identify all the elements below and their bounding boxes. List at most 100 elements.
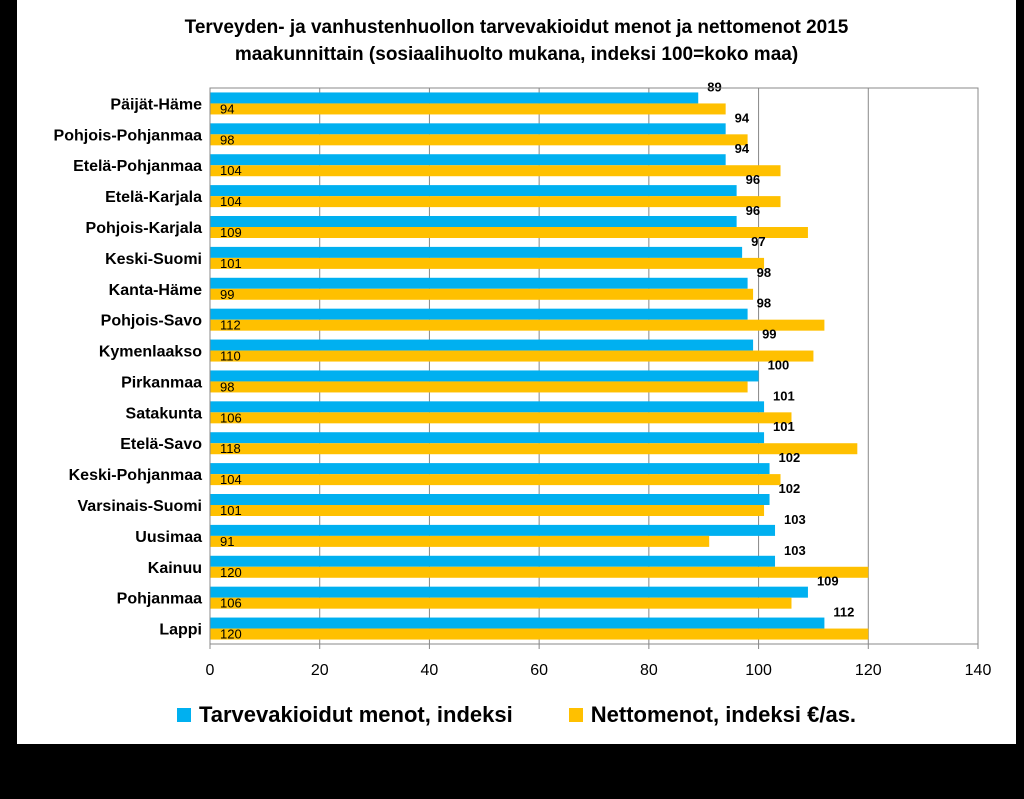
legend: Tarvevakioidut menot, indeksi Nettomenot… [17, 697, 1016, 733]
category-label: Pohjois-Savo [101, 313, 203, 330]
bar-series-1 [210, 370, 759, 382]
data-label-series-1: 102 [779, 450, 801, 465]
data-label-series-1: 98 [757, 296, 771, 311]
data-label-series-1: 94 [735, 110, 750, 125]
bar-series-1 [210, 432, 765, 444]
bar-series-2 [210, 319, 825, 331]
category-label: Pohjanmaa [117, 591, 202, 608]
chart-title-line-2: maakunnittain (sosiaalihuolto mukana, in… [234, 44, 799, 65]
category-label: Päijät-Häme [110, 96, 202, 113]
data-label-series-2: 104 [220, 163, 242, 178]
category-label: Pohjois-Pohjanmaa [54, 127, 203, 144]
data-label-series-1: 99 [762, 327, 776, 342]
data-label-series-1: 96 [746, 172, 760, 187]
bar-series-1 [210, 277, 748, 289]
gridlines [319, 88, 869, 644]
bar-series-2 [210, 350, 814, 362]
x-tick-label: 100 [745, 662, 772, 679]
category-label: Varsinais-Suomi [78, 498, 203, 515]
chart-title-line-1: Terveyden- ja vanhustenhuollon tarvevaki… [184, 17, 849, 38]
legend-item-series-2: Nettomenot, indeksi €/as. [568, 702, 857, 728]
data-label-series-2: 101 [220, 503, 242, 518]
data-label-series-1: 89 [707, 79, 721, 94]
category-label: Satakunta [126, 405, 203, 422]
bar-series-2 [210, 443, 858, 455]
data-label-series-1: 98 [757, 265, 771, 280]
category-label: Kanta-Häme [109, 282, 202, 299]
category-label: Keski-Suomi [105, 251, 202, 268]
value-labels: 89 94 94 98 94 104 96 104 96 109 97 101 98 99 98 112 99 1… [220, 79, 854, 641]
category-label: Uusimaa [135, 529, 202, 546]
data-label-series-1: 103 [784, 543, 806, 558]
data-label-series-2: 99 [220, 287, 234, 302]
category-label: Keski-Pohjanmaa [69, 467, 202, 484]
bar-series-1 [210, 463, 770, 475]
data-label-series-2: 91 [220, 534, 234, 549]
bars [210, 92, 869, 640]
data-label-series-2: 94 [220, 101, 234, 116]
bar-series-1 [210, 586, 808, 598]
bar-series-2 [210, 103, 726, 115]
chart-panel: Terveyden- ja vanhustenhuollon tarvevaki… [17, 0, 1016, 744]
data-label-series-2: 120 [220, 565, 242, 580]
legend-label-series-2: Nettomenot, indeksi €/as. [590, 702, 857, 727]
legend-swatch-series-2 [568, 708, 583, 722]
data-label-series-2: 118 [220, 441, 241, 456]
bar-series-2 [210, 257, 765, 269]
bar-chart: 89 94 94 98 94 104 96 104 96 109 97 101 98 99 98 112 99 1… [54, 79, 992, 679]
data-label-series-1: 109 [817, 574, 839, 589]
data-label-series-2: 106 [220, 596, 242, 611]
x-tick-label: 140 [965, 662, 992, 679]
x-axis-ticks: 0 20 40 60 80 100 120 140 [206, 644, 992, 679]
x-tick-label: 20 [311, 662, 329, 679]
data-label-series-1: 97 [751, 234, 765, 249]
category-label: Kymenlaakso [99, 344, 202, 361]
data-label-series-1: 103 [784, 512, 806, 527]
bar-series-1 [210, 246, 743, 258]
data-label-series-2: 98 [220, 132, 234, 147]
x-tick-label: 60 [530, 662, 548, 679]
x-tick-label: 120 [855, 662, 882, 679]
data-label-series-2: 106 [220, 410, 242, 425]
bar-series-2 [210, 227, 808, 238]
bar-series-2 [210, 597, 792, 609]
category-label: Etelä-Savo [120, 436, 202, 453]
category-label: Pohjois-Karjala [86, 220, 203, 237]
data-label-series-2: 112 [220, 318, 241, 333]
bar-series-1 [210, 617, 825, 629]
data-label-series-2: 109 [220, 225, 242, 240]
data-label-series-2: 104 [220, 194, 242, 209]
category-label: Etelä-Pohjanmaa [73, 158, 202, 175]
x-tick-label: 40 [421, 662, 439, 679]
bar-series-1 [210, 185, 737, 197]
bar-series-2 [210, 628, 869, 640]
data-label-series-2: 101 [220, 256, 242, 271]
data-label-series-2: 104 [220, 472, 242, 487]
category-label: Pirkanmaa [121, 374, 202, 391]
bar-series-2 [210, 535, 710, 547]
legend-item-series-1: Tarvevakioidut menot, indeksi [176, 702, 513, 728]
data-label-series-2: 98 [220, 379, 234, 394]
bar-series-2 [210, 474, 781, 486]
bar-series-1 [210, 401, 765, 413]
data-label-series-1: 94 [735, 141, 750, 156]
data-label-series-1: 102 [779, 481, 801, 496]
bar-series-1 [210, 339, 754, 351]
bar-series-2 [210, 196, 781, 208]
category-labels: Päijät-Häme Pohjois-Pohjanmaa Etelä-Pohjan… [54, 96, 203, 638]
x-tick-label: 0 [206, 662, 215, 679]
bar-series-1 [210, 216, 737, 227]
bar-series-2 [210, 505, 765, 516]
bar-series-1 [210, 308, 748, 320]
bar-series-1 [210, 555, 776, 567]
data-label-series-1: 96 [746, 203, 760, 218]
bar-series-2 [210, 566, 869, 578]
category-label: Etelä-Karjala [105, 189, 202, 206]
bar-series-1 [210, 494, 770, 505]
bar-series-2 [210, 288, 754, 300]
bar-series-2 [210, 381, 748, 393]
legend-swatch-series-1 [176, 708, 191, 722]
x-tick-label: 80 [640, 662, 658, 679]
bar-series-1 [210, 92, 699, 104]
legend-label-series-1: Tarvevakioidut menot, indeksi [198, 702, 513, 727]
